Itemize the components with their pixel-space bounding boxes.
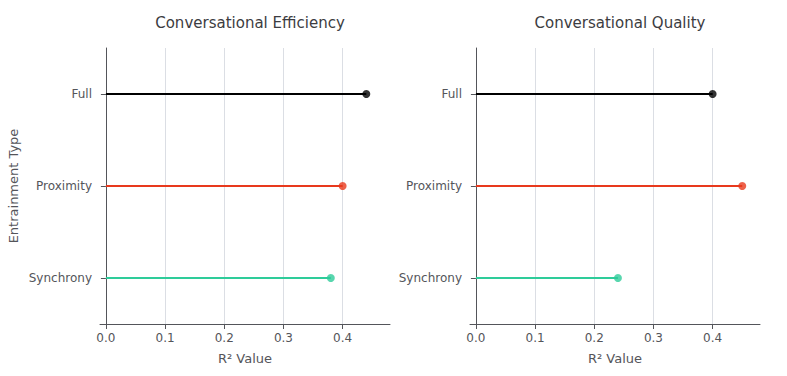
svg-text:0.3: 0.3 [644, 331, 663, 345]
svg-text:0.4: 0.4 [333, 331, 352, 345]
svg-text:0.3: 0.3 [274, 331, 293, 345]
svg-text:Conversational Quality: Conversational Quality [535, 14, 706, 32]
svg-text:Conversational Efficiency: Conversational Efficiency [155, 14, 345, 32]
svg-text:0.2: 0.2 [215, 331, 234, 345]
svg-text:Proximity: Proximity [36, 179, 92, 193]
svg-text:R² Value: R² Value [588, 351, 642, 366]
svg-text:Synchrony: Synchrony [29, 271, 92, 285]
svg-text:Full: Full [71, 87, 92, 101]
svg-text:0.1: 0.1 [156, 331, 175, 345]
svg-text:Synchrony: Synchrony [399, 271, 462, 285]
svg-text:0.0: 0.0 [96, 331, 115, 345]
svg-text:0.2: 0.2 [585, 331, 604, 345]
svg-text:Proximity: Proximity [406, 179, 462, 193]
svg-text:Full: Full [441, 87, 462, 101]
svg-text:0.1: 0.1 [526, 331, 545, 345]
svg-text:0.4: 0.4 [703, 331, 722, 345]
svg-text:Entrainment Type: Entrainment Type [6, 129, 21, 244]
svg-text:0.0: 0.0 [466, 331, 485, 345]
svg-text:R² Value: R² Value [218, 351, 272, 366]
